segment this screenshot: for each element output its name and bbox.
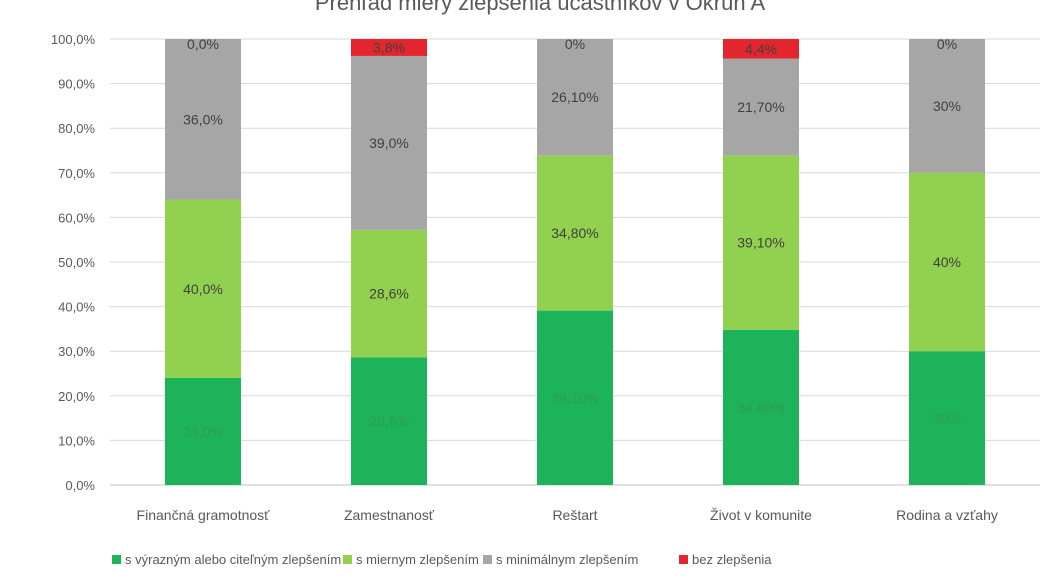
data-label: 0% xyxy=(937,36,957,52)
bar-segment xyxy=(537,39,613,156)
bar-segment xyxy=(723,329,799,485)
legend-swatch xyxy=(483,555,492,564)
data-label: 26,10% xyxy=(551,89,598,105)
y-tick-label: 40,0% xyxy=(58,300,95,315)
legend-swatch xyxy=(112,555,121,564)
bar-segment xyxy=(723,58,799,156)
x-category-label: Život v komunite xyxy=(710,507,812,523)
data-label: 36,0% xyxy=(183,111,223,127)
x-category-label: Finančná gramotnosť xyxy=(137,507,271,523)
legend-label: s minimálnym zlepšením xyxy=(496,552,638,567)
legend-swatch xyxy=(343,555,352,564)
y-tick-label: 20,0% xyxy=(58,389,95,404)
y-tick-label: 70,0% xyxy=(58,166,95,181)
legend-swatch xyxy=(679,555,688,564)
bar-segment xyxy=(723,155,799,330)
data-label: 39,10% xyxy=(551,390,598,406)
x-axis: Finančná gramotnosť Zamestnanosť Reštart Ži… xyxy=(137,507,998,523)
y-tick-label: 100,0% xyxy=(51,32,96,47)
data-label: 0% xyxy=(565,36,585,52)
legend: s výrazným alebo citeľným zlepšením s mie… xyxy=(112,552,772,567)
x-category-label: Rodina a vzťahy xyxy=(896,507,998,523)
chart-title: Prehľad miery zlepšenia účastníkov v Okr… xyxy=(315,0,766,15)
data-label: 30% xyxy=(933,410,961,426)
bar-segment xyxy=(351,357,427,485)
bar-segment xyxy=(909,39,985,173)
y-tick-label: 50,0% xyxy=(58,255,95,270)
bar-segment xyxy=(165,377,241,485)
legend-label: s výrazným alebo citeľným zlepšením xyxy=(125,552,341,567)
y-tick-label: 90,0% xyxy=(58,77,95,92)
y-tick-label: 30,0% xyxy=(58,344,95,359)
data-label: 0,0% xyxy=(187,36,219,52)
data-label: 21,70% xyxy=(737,99,784,115)
data-label: 24,0% xyxy=(183,423,223,439)
bar-segment xyxy=(351,55,427,230)
bar-segment xyxy=(351,39,427,56)
bar-segment xyxy=(351,229,427,358)
data-label: 39,10% xyxy=(737,235,784,251)
data-label: 39,0% xyxy=(369,135,409,151)
data-label: 3,8% xyxy=(373,39,405,55)
data-label: 30% xyxy=(933,98,961,114)
data-label: 4,4% xyxy=(745,41,777,57)
data-label: 34,80% xyxy=(551,225,598,241)
data-label: 34,80% xyxy=(737,399,784,415)
y-tick-label: 80,0% xyxy=(58,121,95,136)
bar-segment xyxy=(165,39,241,200)
x-category-label: Reštart xyxy=(552,507,597,523)
data-label: 40% xyxy=(933,254,961,270)
data-label: 28,6% xyxy=(369,413,409,429)
data-label: 40,0% xyxy=(183,281,223,297)
y-tick-label: 0,0% xyxy=(65,478,95,493)
legend-label: bez zlepšenia xyxy=(692,552,772,567)
bars: 24,0% 40,0% 36,0% 0,0% 28,6% 28,6% 39,0% 3,8% 39… xyxy=(165,36,985,485)
data-label: 28,6% xyxy=(369,286,409,302)
bar-segment xyxy=(537,310,613,485)
bar-segment xyxy=(165,199,241,378)
bar-segment xyxy=(537,155,613,311)
x-category-label: Zamestnanosť xyxy=(344,507,435,523)
bar-segment xyxy=(723,39,799,59)
legend-label: s miernym zlepšením xyxy=(356,552,479,567)
y-axis: 0,0% 10,0% 20,0% 30,0% 40,0% 50,0% 60,0% 70,0% 8… xyxy=(51,32,96,493)
bar-segment xyxy=(909,351,985,485)
y-tick-label: 10,0% xyxy=(58,433,95,448)
y-tick-label: 60,0% xyxy=(58,210,95,225)
bar-segment xyxy=(909,172,985,352)
